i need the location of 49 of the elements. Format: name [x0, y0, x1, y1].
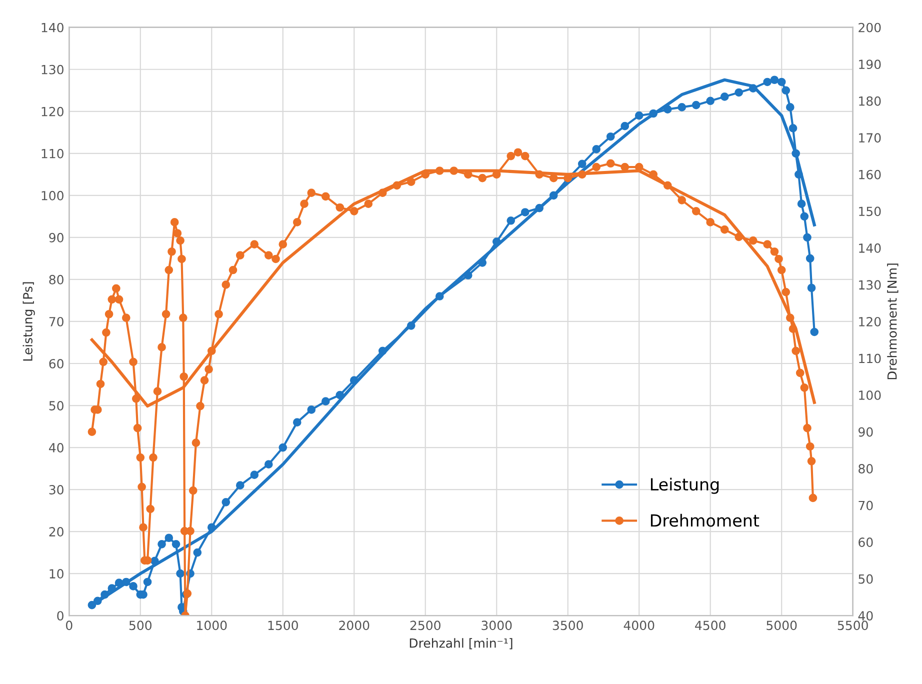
y-tick-label: 20: [49, 527, 64, 536]
y-tick-label: 50: [49, 400, 64, 410]
y-tick-label: 40: [48, 443, 64, 452]
y2-tick-label: 70: [858, 500, 873, 510]
x-tick-label: 5000: [766, 620, 797, 630]
x-tick-label: 1000: [197, 620, 227, 630]
y-tick-label: 60: [49, 358, 64, 368]
x-tick-label: 500: [129, 620, 152, 630]
x-tick-label: 4500: [695, 620, 726, 630]
y2-tick-label: 50: [858, 574, 873, 584]
y2-tick-label: 40: [858, 611, 873, 621]
y-tick-label: 120: [42, 106, 64, 116]
y2-tick-label: 60: [858, 538, 873, 547]
legend-label: Drehmoment: [650, 514, 760, 527]
x-tick-label: 3500: [552, 620, 583, 630]
y-tick-label: 10: [50, 569, 64, 579]
y2-tick-label: 130: [859, 280, 881, 290]
y-tick-label: 90: [49, 232, 64, 242]
y-tick-label: 140: [42, 22, 64, 32]
y2-tick-label: 100: [859, 390, 881, 400]
x-tick-label: 0: [66, 620, 72, 630]
y2-tick-label: 180: [859, 96, 881, 106]
x-tick-label: 2000: [339, 620, 370, 630]
x-tick-label: 3000: [482, 620, 512, 630]
x-tick-label: 1500: [268, 620, 298, 630]
y-tick-label: 100: [42, 190, 64, 200]
y-tick-label: 70: [49, 316, 64, 326]
legend-label: Leistung: [650, 478, 719, 494]
y2-tick-label: 90: [858, 427, 873, 437]
y-tick-label: 110: [42, 148, 64, 158]
y-tick-label: 130: [42, 64, 64, 74]
y-tick-label: 0: [57, 611, 64, 621]
x-axis-title: Drehzahl [min⁻¹]: [410, 638, 512, 650]
y2-tick-label: 150: [859, 206, 881, 216]
y2-tick-label: 120: [859, 316, 881, 326]
y2-tick-label: 190: [859, 60, 881, 70]
y2-tick-label: 110: [859, 354, 881, 364]
x-tick-label: 5500: [838, 620, 868, 630]
y2-tick-label: 160: [859, 170, 881, 180]
y-tick-label: 30: [49, 485, 64, 494]
y2-tick-label: 140: [859, 243, 881, 253]
y2-tick-label: 80: [858, 464, 873, 474]
y-tick-label: 80: [49, 274, 64, 284]
x-tick-label: 4000: [624, 620, 654, 630]
y-axis-title: Leistung [Ps]: [22, 282, 35, 361]
y2-tick-label: 170: [859, 133, 881, 143]
x-tick-label: 2500: [410, 620, 440, 630]
y2-tick-label: 200: [858, 22, 881, 32]
y2-axis-title: Drehmoment [Nm]: [887, 264, 898, 380]
